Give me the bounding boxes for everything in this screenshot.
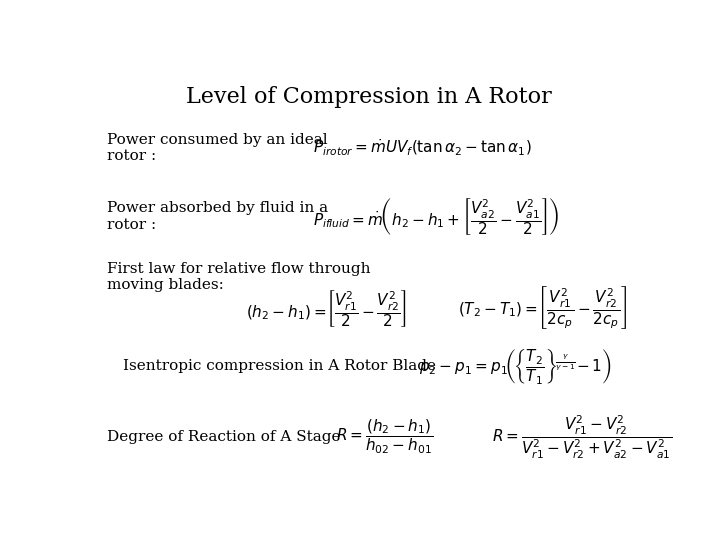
Text: $R = \dfrac{V_{r1}^2 - V_{r2}^2}{V_{r1}^2 - V_{r2}^2 + V_{a2}^2 - V_{a1}^2}$: $R = \dfrac{V_{r1}^2 - V_{r2}^2}{V_{r1}^… — [492, 413, 672, 461]
Text: Isentropic compression in A Rotor Blade: Isentropic compression in A Rotor Blade — [124, 359, 436, 373]
Text: Level of Compression in A Rotor: Level of Compression in A Rotor — [186, 85, 552, 107]
Text: $R = \dfrac{\left(h_2 - h_1\right)}{h_{02} - h_{01}}$: $R = \dfrac{\left(h_2 - h_1\right)}{h_{0… — [336, 418, 433, 456]
Text: First law for relative flow through
moving blades:: First law for relative flow through movi… — [107, 262, 370, 292]
Text: $P_{irotor} = \dot{m}UV_f\left(\tan\alpha_2 - \tan\alpha_1\right)$: $P_{irotor} = \dot{m}UV_f\left(\tan\alph… — [313, 138, 532, 158]
Text: $\left(T_2 - T_1\right)=\!\left[\dfrac{V_{r1}^2}{2c_p} - \dfrac{V_{r2}^2}{2c_p}\: $\left(T_2 - T_1\right)=\!\left[\dfrac{V… — [459, 285, 627, 332]
Text: Power consumed by an ideal
rotor :: Power consumed by an ideal rotor : — [107, 133, 328, 163]
Text: Degree of Reaction of A Stage: Degree of Reaction of A Stage — [107, 430, 341, 444]
Text: $p_2 - p_1 = p_1\!\left(\!\left\{\dfrac{T_2}{T_1}\right\}^{\!\frac{\gamma}{\gamm: $p_2 - p_1 = p_1\!\left(\!\left\{\dfrac{… — [419, 347, 612, 386]
Text: $\left(h_2 - h_1\right)=\!\left[\dfrac{V_{r1}^2}{2} - \dfrac{V_{r2}^2}{2}\right]: $\left(h_2 - h_1\right)=\!\left[\dfrac{V… — [246, 287, 408, 328]
Text: $P_{ifluid} = \dot{m}\!\left( h_2 - h_1 + \left[\dfrac{V_{a2}^2}{2} - \dfrac{V_{: $P_{ifluid} = \dot{m}\!\left( h_2 - h_1 … — [313, 196, 559, 237]
Text: Power absorbed by fluid in a
rotor :: Power absorbed by fluid in a rotor : — [107, 201, 328, 232]
